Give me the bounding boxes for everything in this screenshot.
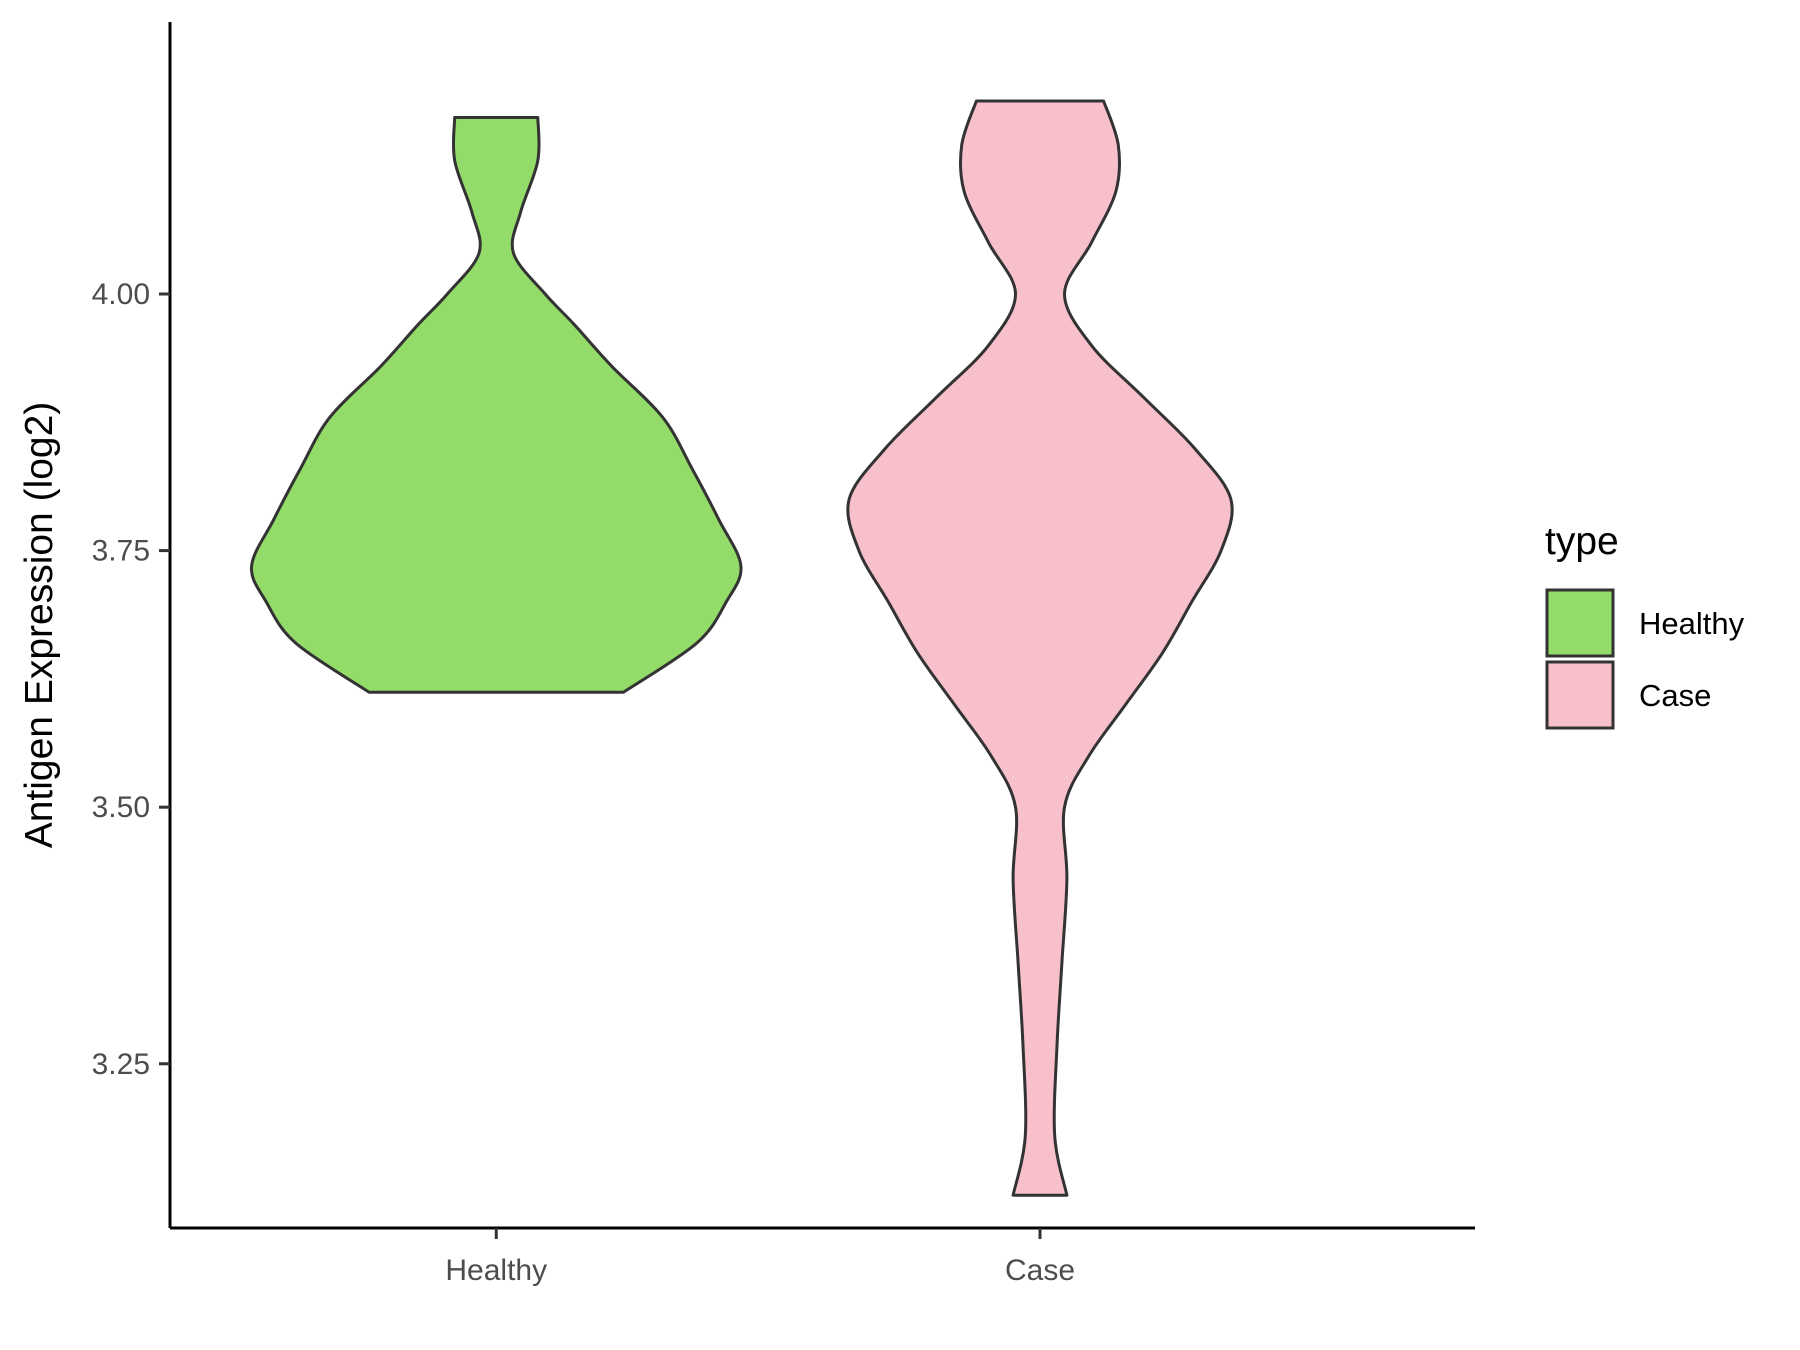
- x-axis-ticks: Healthy Case: [445, 1228, 1075, 1287]
- legend-title: type: [1545, 520, 1619, 563]
- axes-layer: [168, 22, 1475, 1230]
- violin-healthy: [250, 116, 743, 694]
- legend-label-case: Case: [1639, 678, 1711, 713]
- violins-layer: [250, 99, 1234, 1197]
- violin-case: [846, 99, 1234, 1197]
- x-tick-label: Healthy: [445, 1254, 547, 1287]
- y-tick-label: 3.75: [92, 535, 150, 568]
- legend-label-healthy: Healthy: [1639, 606, 1745, 641]
- y-axis-title: Antigen Expression (log2): [18, 402, 61, 849]
- legend-key-healthy: [1545, 588, 1615, 658]
- y-tick-label: 3.25: [92, 1048, 150, 1081]
- y-tick-label: 4.00: [92, 278, 150, 311]
- y-tick-label: 3.50: [92, 791, 150, 824]
- legend-key-case: [1545, 660, 1615, 730]
- legend: type Healthy Case: [1545, 520, 1745, 730]
- x-tick-label: Case: [1005, 1254, 1075, 1287]
- y-axis-ticks: 3.25 3.50 3.75 4.00: [92, 278, 170, 1081]
